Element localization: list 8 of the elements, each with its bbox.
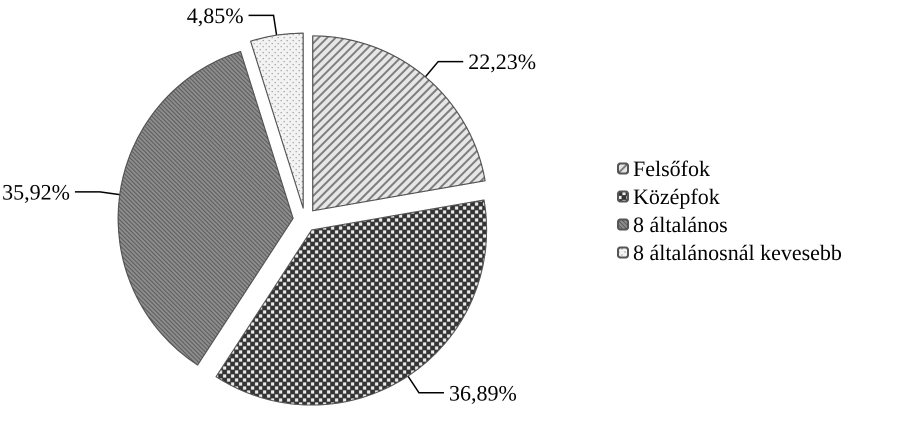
legend-label: Középfok	[633, 184, 720, 209]
data-label: 36,89%	[448, 380, 517, 406]
data-label: 4,85%	[186, 2, 244, 28]
legend-label: Felsőfok	[633, 156, 710, 181]
data-label: 22,23%	[468, 49, 536, 74]
legend-label: 8 általános	[633, 212, 728, 237]
data-label: 35,92%	[2, 179, 70, 204]
legend-label: 8 általánosnál kevesebb	[633, 240, 842, 265]
